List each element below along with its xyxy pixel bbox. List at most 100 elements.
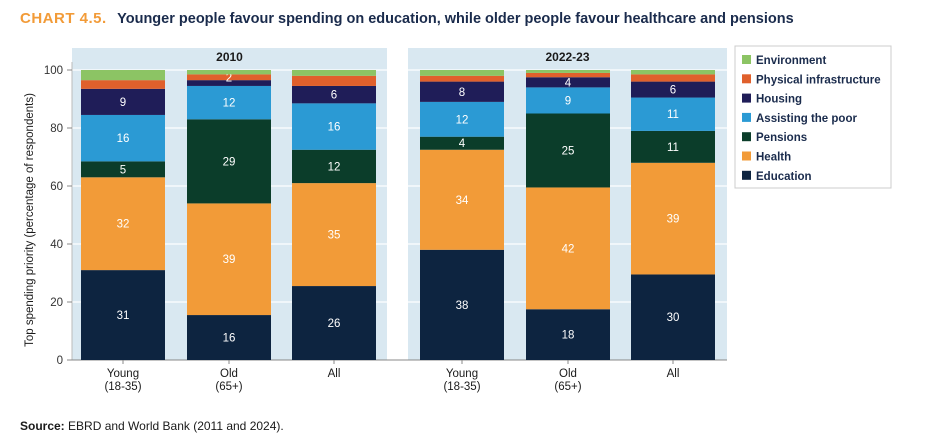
bar-segment bbox=[631, 74, 715, 82]
bar-segment bbox=[631, 274, 715, 360]
chart-title: Younger people favour spending on educat… bbox=[117, 11, 794, 27]
bar-segment bbox=[187, 74, 271, 81]
y-tick-label: 0 bbox=[57, 355, 63, 367]
bar-segment bbox=[420, 136, 504, 150]
legend-label: Assisting the poor bbox=[756, 113, 857, 125]
bar-segment bbox=[526, 72, 610, 78]
data-label: 31 bbox=[117, 310, 130, 322]
bar-segment bbox=[292, 286, 376, 360]
bar-segment bbox=[420, 249, 504, 360]
bar-segment bbox=[526, 187, 610, 310]
legend-label: Physical infrastructure bbox=[756, 74, 881, 86]
x-tick-label: Young bbox=[446, 368, 478, 380]
data-label: 16 bbox=[117, 133, 130, 145]
data-label: 29 bbox=[223, 156, 236, 168]
data-label: 34 bbox=[456, 195, 469, 207]
bar-segment bbox=[526, 70, 610, 73]
legend-swatch bbox=[742, 151, 751, 161]
bar-segment bbox=[81, 177, 165, 271]
chart-header: CHART 4.5. Younger people favour spendin… bbox=[20, 10, 794, 28]
data-label: 39 bbox=[667, 214, 680, 226]
data-label: 30 bbox=[667, 312, 680, 324]
panel-title: 2010 bbox=[216, 50, 243, 64]
data-label: 6 bbox=[670, 85, 676, 97]
source-note: Source: EBRD and World Bank (2011 and 20… bbox=[20, 419, 284, 433]
legend-swatch bbox=[742, 93, 751, 103]
data-label: 2 bbox=[226, 72, 232, 84]
data-label: 5 bbox=[120, 164, 126, 176]
data-label: 9 bbox=[565, 95, 571, 107]
data-label: 35 bbox=[328, 230, 341, 242]
data-label: 11 bbox=[667, 109, 679, 121]
legend-label: Health bbox=[756, 152, 791, 164]
x-tick-label: All bbox=[328, 368, 341, 380]
bar-segment bbox=[420, 101, 504, 137]
legend-swatch bbox=[742, 112, 751, 122]
bar-segment bbox=[187, 70, 271, 75]
data-label: 8 bbox=[459, 87, 465, 99]
data-label: 12 bbox=[456, 114, 469, 126]
bar-segment bbox=[420, 149, 504, 250]
bar-segment bbox=[187, 203, 271, 316]
legend-label: Education bbox=[756, 171, 812, 183]
data-label: 25 bbox=[562, 145, 575, 157]
bar-segment bbox=[631, 81, 715, 98]
chart-number: CHART 4.5. bbox=[20, 10, 107, 27]
data-label: 42 bbox=[562, 243, 575, 255]
panel-title: 2022-23 bbox=[545, 50, 589, 64]
bar-segment bbox=[81, 270, 165, 360]
data-label: 4 bbox=[565, 77, 572, 89]
bar-segment bbox=[81, 114, 165, 162]
bar-segment bbox=[187, 85, 271, 120]
bar-segment bbox=[187, 119, 271, 204]
bar-segment bbox=[631, 130, 715, 163]
data-label: 16 bbox=[223, 333, 236, 345]
y-tick-label: 80 bbox=[50, 123, 63, 135]
data-label: 38 bbox=[456, 300, 469, 312]
bar-segment bbox=[526, 77, 610, 88]
x-tick-label: (65+) bbox=[554, 381, 581, 393]
source-text: EBRD and World Bank (2011 and 2024). bbox=[68, 419, 284, 433]
bar-segment bbox=[292, 70, 376, 76]
y-tick-label: 20 bbox=[50, 297, 63, 309]
bar-segment bbox=[81, 80, 165, 89]
x-tick-label: (18-35) bbox=[443, 381, 480, 393]
y-axis-label: Top spending priority (percentage of res… bbox=[24, 93, 36, 347]
bar-segment bbox=[292, 85, 376, 104]
x-tick-label: Old bbox=[220, 368, 238, 380]
bar-segment bbox=[81, 88, 165, 115]
bar-segment bbox=[81, 70, 165, 81]
source-label: Source: bbox=[20, 419, 65, 433]
data-label: 4 bbox=[459, 138, 466, 150]
x-tick-label: All bbox=[667, 368, 680, 380]
legend-swatch bbox=[742, 132, 751, 142]
bar-segment bbox=[292, 149, 376, 184]
x-tick-label: Young bbox=[107, 368, 139, 380]
legend-label: Environment bbox=[756, 55, 826, 67]
legend-label: Pensions bbox=[756, 132, 807, 144]
bar-segment bbox=[81, 161, 165, 178]
bar-segment bbox=[631, 70, 715, 75]
bar-segment bbox=[187, 80, 271, 86]
x-tick-label: (18-35) bbox=[104, 381, 141, 393]
y-tick-label: 40 bbox=[50, 239, 63, 251]
bar-segment bbox=[420, 81, 504, 102]
data-label: 16 bbox=[328, 122, 341, 134]
data-label: 18 bbox=[562, 330, 575, 342]
x-tick-label: Old bbox=[559, 368, 577, 380]
data-label: 11 bbox=[667, 142, 679, 154]
bar-segment bbox=[292, 75, 376, 86]
legend-label: Housing bbox=[756, 94, 802, 106]
bar-segment bbox=[526, 309, 610, 360]
bar-segment bbox=[420, 70, 504, 76]
bar-segment bbox=[187, 315, 271, 360]
legend-swatch bbox=[742, 55, 751, 64]
bar-segment bbox=[420, 75, 504, 82]
bar-segment bbox=[292, 183, 376, 287]
bar-segment bbox=[631, 162, 715, 275]
legend-box bbox=[734, 45, 892, 189]
legend-swatch bbox=[742, 170, 751, 180]
legend-swatch bbox=[742, 74, 751, 84]
y-tick-label: 60 bbox=[50, 181, 63, 193]
x-tick-label: (65+) bbox=[215, 381, 242, 393]
